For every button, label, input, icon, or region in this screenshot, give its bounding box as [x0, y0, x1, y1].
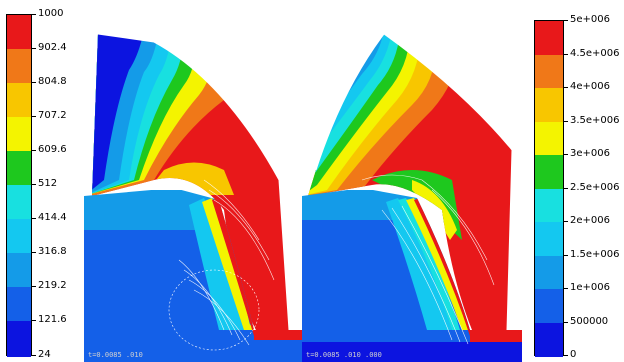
left-colorbar-label: 1000: [38, 8, 64, 19]
left-field-plot: [84, 33, 302, 362]
left-simulation-panel: t=0.0085 .010: [84, 30, 304, 362]
left-colorbar-label: 609.6: [38, 144, 67, 155]
left-colorbar-band: [7, 117, 31, 151]
right-colorbar-label: 500000: [570, 316, 609, 327]
left-colorbar-band: [7, 83, 31, 117]
left-colorbar-label: 512: [38, 178, 58, 189]
right-colorbar-band: [535, 155, 563, 189]
right-contour-lines: [361, 174, 495, 345]
left-colorbar-label: 707.2: [38, 110, 67, 121]
right-colorbar-band: [535, 222, 563, 256]
left-colorbar-label: 902.4: [38, 42, 67, 53]
left-colorbar-band: [7, 49, 31, 83]
right-colorbar-label: 0: [570, 349, 577, 360]
right-colorbar-band: [535, 122, 563, 155]
right-colorbar-band: [535, 21, 563, 55]
right-colorbar-label: 2e+006: [570, 215, 610, 226]
right-colorbar-band: [535, 256, 563, 289]
left-colorbar: [6, 14, 32, 357]
right-field-plot: [302, 33, 522, 362]
right-panel-caption: t=0.0085 .010 .000: [306, 351, 382, 359]
right-colorbar-label: 1e+006: [570, 282, 610, 293]
right-workpiece-region: [302, 190, 522, 362]
right-colorbar-label: 3.5e+006: [570, 115, 620, 126]
right-colorbar-label: 5e+006: [570, 14, 610, 25]
right-colorbar-label: 4e+006: [570, 81, 610, 92]
right-simulation-panel: t=0.0085 .010 .000: [302, 30, 524, 362]
right-colorbar-band: [535, 189, 563, 222]
right-colorbar-band: [535, 55, 563, 88]
left-colorbar-band: [7, 219, 31, 253]
left-colorbar-label: 316.8: [38, 246, 67, 257]
right-colorbar-label: 2.5e+006: [570, 182, 620, 193]
left-colorbar-band: [7, 253, 31, 287]
left-colorbar-label: 24: [38, 349, 51, 360]
right-colorbar-band: [535, 323, 563, 357]
right-colorbar-band: [535, 88, 563, 122]
right-colorbar: [534, 20, 564, 357]
left-colorbar-band: [7, 15, 31, 49]
left-colorbar-band: [7, 287, 31, 321]
left-colorbar-band: [7, 151, 31, 185]
right-colorbar-band: [535, 289, 563, 323]
left-colorbar-band: [7, 321, 31, 357]
left-panel-caption: t=0.0085 .010: [88, 351, 143, 359]
left-colorbar-label: 804.8: [38, 76, 67, 87]
left-contour-lines: [178, 179, 275, 346]
right-colorbar-label: 1.5e+006: [570, 249, 620, 260]
left-colorbar-label: 219.2: [38, 280, 67, 291]
right-colorbar-label: 3e+006: [570, 148, 610, 159]
left-colorbar-label: 414.4: [38, 212, 67, 223]
left-colorbar-label: 121.6: [38, 314, 67, 325]
left-colorbar-band: [7, 185, 31, 219]
right-colorbar-label: 4.5e+006: [570, 48, 620, 59]
